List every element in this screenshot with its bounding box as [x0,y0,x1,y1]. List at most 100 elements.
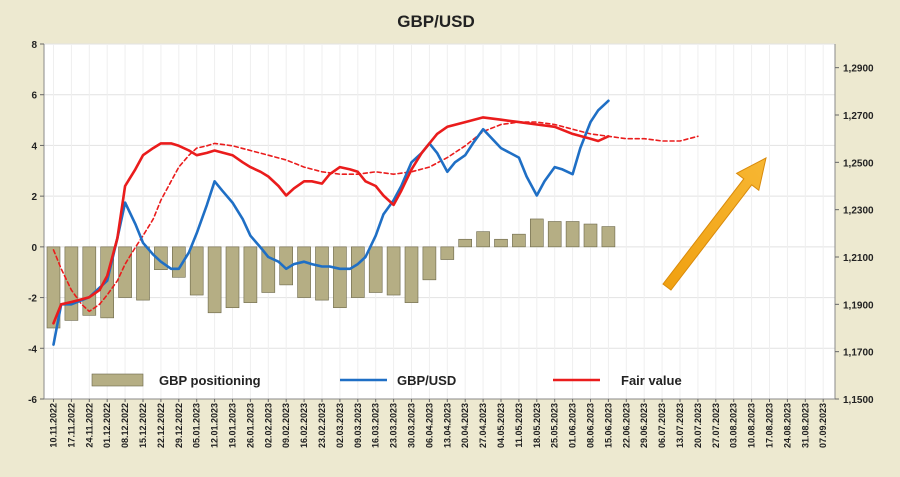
line-series [52,99,699,346]
x-axis-tick-label: 18.05.2023 [532,403,542,448]
bar-gbp-positioning [529,218,544,248]
bar-gbp-positioning [476,231,490,248]
bar-gbp-positioning [207,246,222,314]
bar-gbp-positioning [583,223,598,248]
x-axis-tick-label: 10.11.2022 [49,403,59,448]
x-axis-tick-label: 24.08.2023 [782,403,792,448]
x-axis-tick-label: 04.05.2023 [496,403,506,448]
x-axis-tick-label: 08.12.2022 [120,403,130,448]
bar-gbp-positioning [315,246,329,301]
x-axis-tick-label: 20.07.2023 [693,403,703,448]
series-line-fair-value-smoothed [52,121,699,313]
right-axis-tick-label: 1,1900 [843,300,874,311]
bar-gbp-positioning [297,246,311,298]
x-axis-tick-label: 17.08.2023 [765,403,775,448]
series-line-fair-value [52,116,610,325]
bar-gbp-positioning [243,246,258,303]
left-axis-tick-label: -6 [28,395,37,406]
chart-title: GBP/USD [397,12,474,31]
right-axis-tick-label: 1,1500 [843,395,874,406]
bar-gbp-positioning [118,246,132,298]
x-axis-tick-label: 10.08.2023 [747,403,757,448]
x-axis-tick-label: 07.09.2023 [818,403,828,448]
right-axis-tick-label: 1,2900 [843,64,874,75]
x-axis-tick-label: 27.07.2023 [711,403,721,448]
x-axis-tick-label: 24.11.2022 [84,403,94,448]
bar-gbp-positioning [333,246,347,309]
x-axis-tick-label: 19.01.2023 [228,403,238,448]
bar-gbp-positioning [386,246,401,296]
left-axis-tick-label: 8 [31,40,37,51]
right-axis-tick-label: 1,2300 [843,206,874,217]
bar-gbp-positioning [46,246,61,329]
plot-area [44,44,835,399]
bar-gbp-positioning [422,246,437,281]
left-axis-tick-label: -2 [28,294,37,305]
bar-gbp-positioning [189,246,204,296]
x-axis-tick-label: 09.02.2023 [281,403,291,448]
x-axis-tick-label: 22.06.2023 [621,403,631,448]
x-axis-tick-label: 27.04.2023 [478,403,488,448]
x-axis-tick-label: 29.06.2023 [639,403,649,448]
bar-gbp-positioning [225,246,240,309]
x-axis-tick-label: 11.05.2023 [514,403,524,448]
left-axis-tick-label: -4 [28,344,37,355]
legend-label-gbp-usd: GBP/USD [397,373,456,388]
legend-label-gbp-positioning: GBP positioning [159,373,261,388]
series-line-gbp-usd [52,99,610,346]
bar-gbp-positioning [440,246,455,260]
x-axis-tick-label: 03.08.2023 [729,403,739,448]
x-axis-tick-label: 25.05.2023 [550,403,560,448]
left-axis-tick-label: 6 [31,91,37,102]
x-axis-tick-label: 23.03.2023 [389,403,399,448]
x-axis-tick-label: 15.12.2022 [138,403,148,448]
x-axis-tick-label: 22.12.2022 [156,403,166,448]
x-axis-tick-label: 30.03.2023 [407,403,417,448]
right-axis-tick-label: 1,2100 [843,253,874,264]
legend: GBP positioning GBP/USD Fair value [91,373,682,388]
bar-gbp-positioning [368,246,383,293]
bar-gbp-positioning [601,226,616,248]
left-axis-tick-label: 4 [31,141,37,152]
trend-arrow-shape [662,157,767,291]
legend-swatch-gbp-positioning [91,373,144,387]
legend-label-fair-value: Fair value [621,373,682,388]
x-axis-tick-label: 16.03.2023 [371,403,381,448]
x-axis-tick-label: 31.08.2023 [800,403,810,448]
bar-gbp-positioning [547,221,562,248]
x-axis-tick-label: 13.04.2023 [442,403,452,448]
x-axis-tick-label: 08.06.2023 [586,403,596,448]
x-axis-tick-label: 01.06.2023 [568,403,578,448]
x-axis-tick-label: 06.04.2023 [424,403,434,448]
x-axis-tick-label: 13.07.2023 [675,403,685,448]
bar-gbp-positioning [512,233,526,248]
left-axis-tick-label: 0 [31,243,37,254]
bar-gbp-positioning [404,246,419,303]
x-axis-tick-label: 23.02.2023 [317,403,327,448]
x-axis-tick-label: 02.02.2023 [263,403,273,448]
bar-gbp-positioning [64,246,79,321]
x-axis-tick-label: 09.03.2023 [353,403,363,448]
right-axis-tick-label: 1,1700 [843,348,874,359]
bar-gbp-positioning [261,246,276,293]
bar-gbp-positioning [350,246,365,298]
bar-gbp-positioning [82,246,97,316]
right-axis-tick-label: 1,2700 [843,111,874,122]
x-axis-tick-label: 17.11.2022 [66,403,76,448]
bar-gbp-positioning [494,238,508,248]
x-axis-tick-label: 05.01.2023 [192,403,202,448]
bar-gbp-positioning [458,238,473,248]
x-axis-tick-label: 16.02.2023 [299,403,309,448]
trend-arrow [662,157,767,291]
x-axis-tick-label: 01.12.2022 [102,403,112,448]
left-axis-tick-label: 2 [31,192,37,203]
x-axis-tick-label: 06.07.2023 [657,403,667,448]
x-axis-tick-label: 26.01.2023 [245,403,255,448]
bar-gbp-positioning [136,246,150,301]
x-axis-tick-label: 02.03.2023 [335,403,345,448]
x-axis-tick-label: 29.12.2022 [174,403,184,448]
axes: 8 6 4 2 0 -2 -4 -6 1,2900 1,2700 1,2500 1,2300 1,210… [28,40,874,448]
right-axis-tick-label: 1,2500 [843,158,874,169]
